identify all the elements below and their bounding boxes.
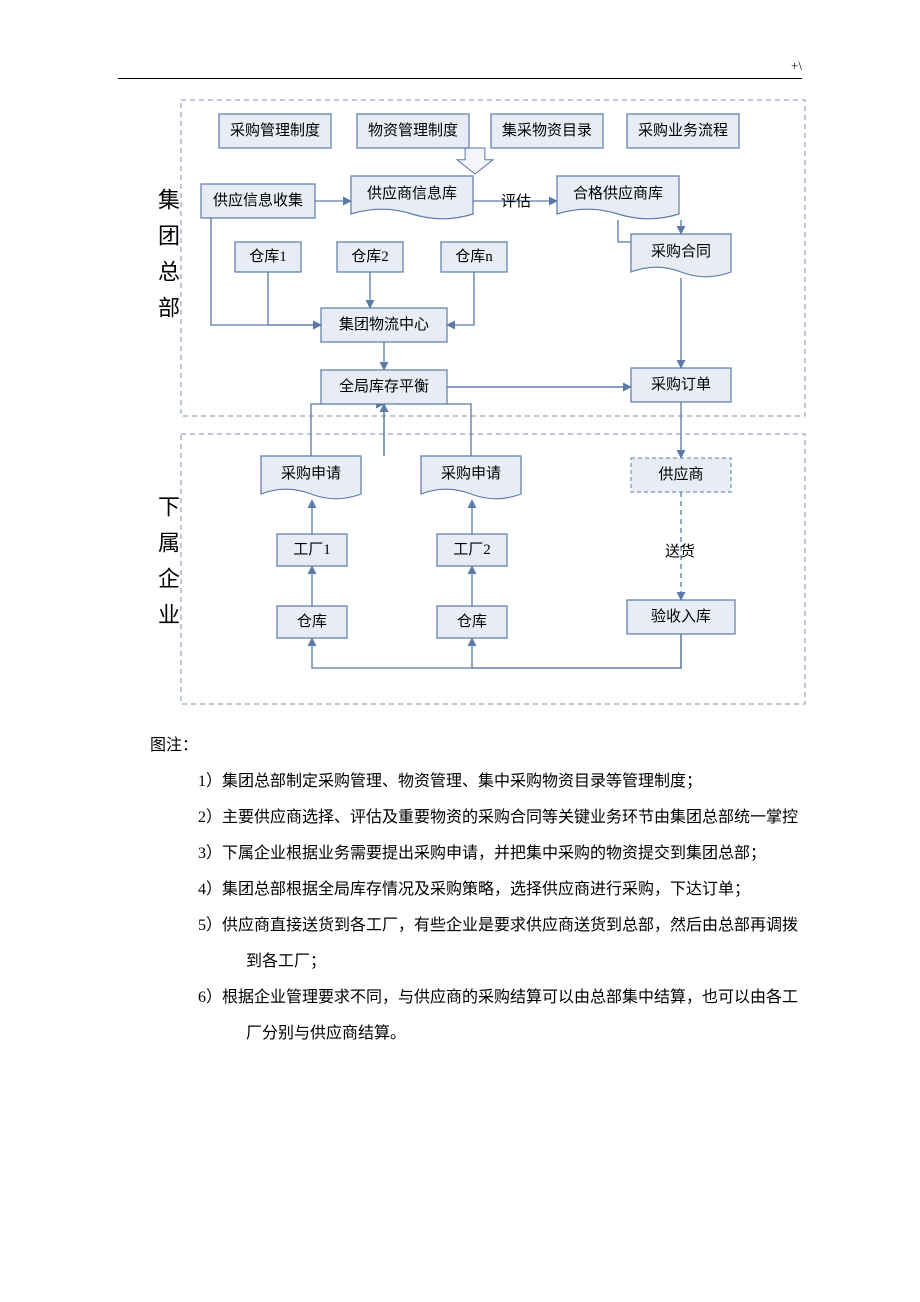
notes-item: 5）供应商直接送货到各工厂，有些企业是要求供应商送货到总部，然后由总部再调拨到各… xyxy=(198,908,802,980)
edge xyxy=(447,272,474,325)
header-rule xyxy=(118,78,802,79)
node-label: 仓库1 xyxy=(235,242,301,272)
notes-item: 3）下属企业根据业务需要提出采购申请，并把集中采购的物资提交到集团总部； xyxy=(198,836,802,872)
node-label: 供应商 xyxy=(631,458,731,492)
edge xyxy=(472,634,681,668)
node-label: 采购订单 xyxy=(631,368,731,402)
notes-title: 图注： xyxy=(150,728,802,764)
notes-item: 6）根据企业管理要求不同，与供应商的采购结算可以由总部集中结算，也可以由各工厂分… xyxy=(198,980,802,1052)
region-label: 集团总部 xyxy=(151,120,183,400)
node-label: 仓库 xyxy=(437,606,507,638)
notes-item: 1）集团总部制定采购管理、物资管理、集中采购物资目录等管理制度； xyxy=(198,764,802,800)
flowchart: 采购管理制度物资管理制度集采物资目录采购业务流程供应信息收集 供应商信息库 合格供应… xyxy=(165,100,805,704)
node-label: 合格供应商库 xyxy=(557,176,679,212)
node-label: 工厂1 xyxy=(277,534,347,566)
edge xyxy=(268,272,321,325)
edge xyxy=(397,404,471,456)
region-label: 下属企业 xyxy=(151,452,183,682)
node-label: 仓库2 xyxy=(337,242,403,272)
node-label: 供应商信息库 xyxy=(351,176,473,212)
big-arrow xyxy=(457,148,493,174)
node-label: 供应信息收集 xyxy=(201,184,315,218)
node-label: 物资管理制度 xyxy=(357,114,469,148)
node-label: 工厂2 xyxy=(437,534,507,566)
node-label: 仓库n xyxy=(441,242,507,272)
edge xyxy=(312,634,681,668)
free-label: 送货 xyxy=(665,540,695,561)
node-label: 采购申请 xyxy=(261,456,361,492)
edge xyxy=(311,404,384,456)
node-label: 全局库存平衡 xyxy=(321,370,447,404)
node-label: 验收入库 xyxy=(627,600,735,634)
notes: 图注： 1）集团总部制定采购管理、物资管理、集中采购物资目录等管理制度；2）主要… xyxy=(150,728,802,1052)
notes-list: 1）集团总部制定采购管理、物资管理、集中采购物资目录等管理制度；2）主要供应商选… xyxy=(150,764,802,1052)
node-label: 仓库 xyxy=(277,606,347,638)
node-label: 采购管理制度 xyxy=(219,114,331,148)
node-label: 集团物流中心 xyxy=(321,308,447,342)
node-label: 采购合同 xyxy=(631,234,731,270)
node-label: 采购业务流程 xyxy=(627,114,739,148)
page: +\ 采购管理制度物资管理制度集采物资目录采购业务流程供应信息收集 供应商信息库 合… xyxy=(0,0,920,1302)
free-label: 评估 xyxy=(501,190,531,211)
header-mark: +\ xyxy=(791,58,802,74)
notes-item: 2）主要供应商选择、评估及重要物资的采购合同等关键业务环节由集团总部统一掌控 xyxy=(198,800,802,836)
node-label: 集采物资目录 xyxy=(491,114,603,148)
notes-item: 4）集团总部根据全局库存情况及采购策略，选择供应商进行采购，下达订单； xyxy=(198,872,802,908)
node-label: 采购申请 xyxy=(421,456,521,492)
